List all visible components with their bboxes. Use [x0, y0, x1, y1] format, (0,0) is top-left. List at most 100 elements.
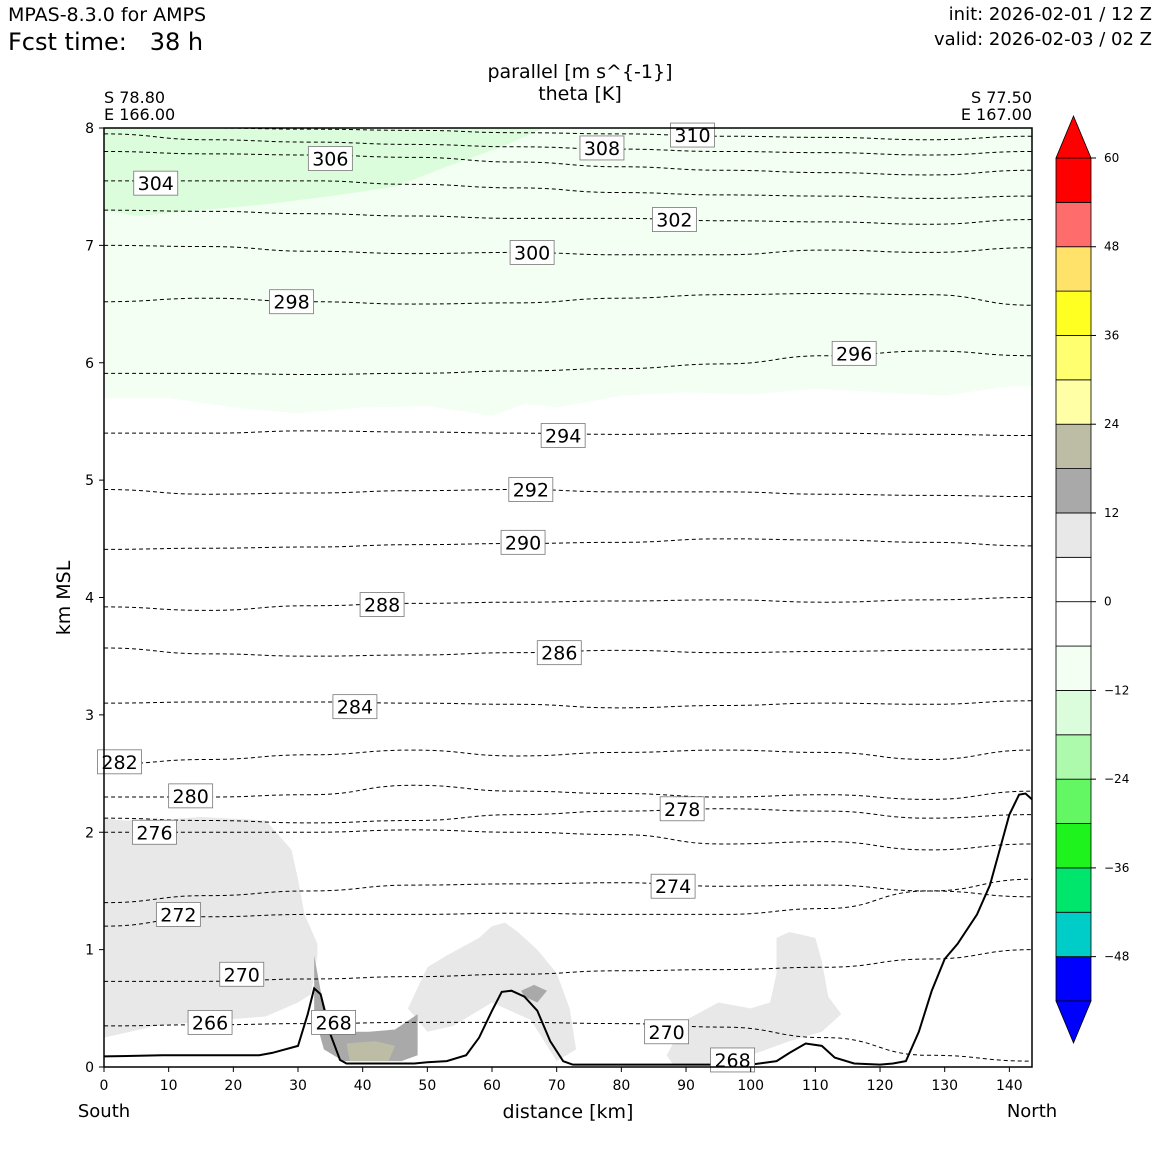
colorbar-tick-label-2: −24: [1104, 772, 1129, 786]
forecast-time-label: Fcst time:: [8, 28, 127, 56]
left-end-lon: E 166.00: [104, 105, 175, 124]
colorbar-tick-label-9: 60: [1104, 151, 1119, 165]
theta-label-268: 268: [311, 1009, 356, 1035]
theta-contour-306: [104, 150, 1032, 176]
svg-text:270: 270: [224, 964, 260, 986]
colorbar-segment-7: [1055, 645, 1092, 691]
shade-weak-positive-south: [104, 816, 318, 1038]
shade-moderate-positive-ridge: [521, 984, 547, 1003]
svg-text:268: 268: [714, 1050, 750, 1072]
svg-text:310: 310: [674, 125, 710, 147]
x-tick-label-0: 0: [100, 1078, 109, 1094]
x-axis-label: distance [km]: [503, 1101, 634, 1123]
x-tick-label-30: 30: [289, 1078, 307, 1094]
x-tick-label-70: 70: [548, 1078, 566, 1094]
theta-label-304: 304: [133, 170, 179, 196]
svg-text:286: 286: [541, 643, 577, 665]
theta-contour-304: [104, 180, 1032, 199]
theta-contour-282: [104, 749, 1032, 765]
x-tick-label-110: 110: [802, 1078, 829, 1094]
shade-khaki-pocket: [346, 1041, 396, 1062]
svg-text:292: 292: [513, 480, 549, 502]
colorbar-segment-0: [1055, 956, 1092, 1002]
svg-text:288: 288: [364, 595, 400, 617]
x-tick-label-80: 80: [612, 1078, 630, 1094]
theta-contour-292: [104, 489, 1032, 498]
theta-label-272: 272: [155, 902, 201, 927]
theta-contour-272: [104, 878, 1032, 927]
south-label: South: [78, 1101, 130, 1122]
theta-label-270: 270: [219, 961, 265, 987]
colorbar-segment-9: [1055, 556, 1092, 603]
theta-contour-278: [104, 808, 1032, 824]
x-tick-label-130: 130: [931, 1078, 958, 1094]
theta-label-274: 274: [650, 873, 696, 899]
theta-contour-274: [104, 882, 1032, 904]
chart-title-line-1: parallel [m s^{-1}]: [487, 61, 672, 83]
theta-label-296: 296: [831, 340, 877, 366]
y-tick-label-3: 3: [85, 708, 94, 724]
theta-contour-298: [104, 292, 1032, 306]
theta-label-266: 266: [187, 1009, 233, 1035]
y-axis-label: km MSL: [53, 560, 75, 635]
y-tick-label-0: 0: [85, 1060, 94, 1076]
forecast-time: Fcst time: 38 h: [8, 28, 203, 56]
y-tick-label-2: 2: [85, 825, 94, 841]
theta-label-284: 284: [332, 694, 378, 720]
svg-text:278: 278: [664, 799, 700, 821]
colorbar-segment-1: [1055, 911, 1092, 958]
theta-label-288: 288: [359, 592, 405, 617]
theta-label-278: 278: [659, 796, 705, 822]
colorbar-over-arrow: [1055, 114, 1092, 159]
colorbar-tick-label-6: 24: [1104, 417, 1119, 431]
x-tick-label-50: 50: [418, 1078, 436, 1094]
theta-label-280: 280: [168, 783, 214, 809]
theta-label-268: 268: [710, 1047, 755, 1073]
theta-contour-296: [104, 350, 1032, 375]
colorbar-segment-6: [1055, 690, 1092, 736]
colorbar-segment-3: [1055, 823, 1092, 869]
theta-label-290: 290: [500, 529, 546, 555]
theta-label-306: 306: [307, 146, 353, 171]
colorbar-segment-17: [1055, 201, 1092, 248]
theta-label-298: 298: [269, 289, 314, 315]
svg-text:302: 302: [656, 210, 692, 232]
theta-contour-290: [104, 538, 1032, 550]
theta-label-270: 270: [644, 1019, 690, 1045]
theta-label-302: 302: [651, 207, 697, 232]
colorbar-segment-18: [1055, 157, 1092, 203]
shade-weak-positive-mid: [407, 922, 577, 1062]
colorbar-segment-4: [1055, 778, 1092, 824]
colorbar-segment-12: [1055, 423, 1092, 469]
theta-label-282: 282: [97, 749, 142, 775]
theta-contour-288: [104, 597, 1032, 611]
svg-text:304: 304: [138, 173, 174, 195]
theta-label-294: 294: [540, 423, 586, 448]
svg-text:280: 280: [173, 786, 209, 808]
svg-text:298: 298: [273, 292, 309, 314]
y-tick-label-5: 5: [85, 473, 94, 489]
svg-text:296: 296: [836, 343, 872, 365]
colorbar-tick-label-7: 36: [1104, 328, 1119, 342]
theta-label-310: 310: [670, 122, 715, 148]
svg-text:268: 268: [315, 1012, 351, 1034]
x-tick-label-140: 140: [996, 1078, 1023, 1094]
colorbar-segment-13: [1055, 379, 1092, 425]
svg-text:274: 274: [655, 876, 691, 898]
forecast-time-value: 38 h: [149, 28, 204, 56]
left-end-lat: S 78.80: [104, 88, 165, 107]
chart-title-line-2: theta [K]: [538, 83, 622, 105]
svg-text:308: 308: [584, 138, 620, 160]
right-end-lon: E 167.00: [961, 105, 1032, 124]
svg-text:294: 294: [545, 426, 581, 448]
shade-weak-positive-north: [666, 932, 842, 1065]
shade-weak-negative: [104, 128, 1032, 416]
theta-contour-280: [104, 784, 1032, 800]
y-tick-label-6: 6: [85, 356, 94, 372]
theta-label-292: 292: [508, 477, 554, 502]
colorbar-tick-label-8: 48: [1104, 240, 1119, 254]
init-time: init: 2026-02-01 / 12 Z: [948, 4, 1152, 25]
colorbar-segment-2: [1055, 867, 1092, 913]
x-tick-label-100: 100: [737, 1078, 764, 1094]
y-tick-label-4: 4: [85, 591, 94, 607]
